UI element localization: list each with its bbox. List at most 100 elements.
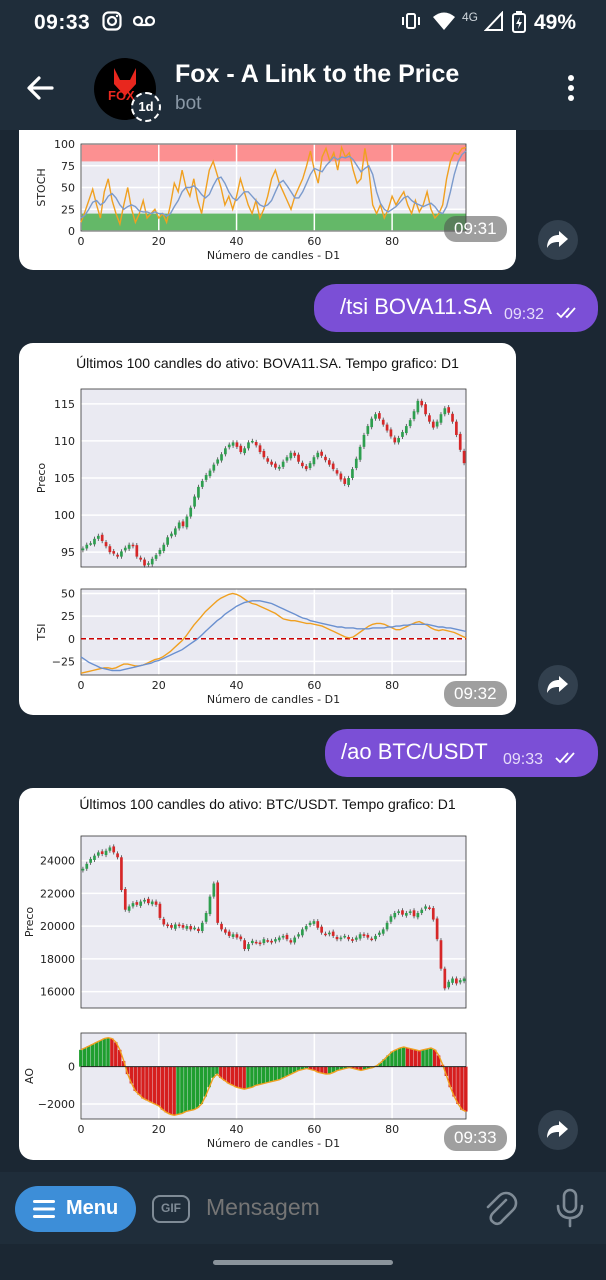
candle-body: [147, 563, 150, 565]
forward-button[interactable]: [538, 220, 578, 260]
candle-body: [451, 978, 454, 983]
microphone-button[interactable]: [553, 1188, 587, 1228]
candle-body: [416, 400, 420, 413]
chart-message-btc[interactable]: Últimos 100 candles do ativo: BTC/USDT. …: [19, 788, 516, 1160]
candle-body: [204, 475, 208, 480]
message-input[interactable]: [206, 1194, 466, 1221]
y-axis-label: Preco: [35, 463, 48, 494]
x-tick-label: 20: [152, 235, 166, 248]
ao-bar: [312, 1066, 316, 1071]
candle-body: [85, 863, 89, 869]
ao-bar: [448, 1066, 452, 1088]
bot-menu-button[interactable]: Menu: [15, 1186, 136, 1232]
ao-bar: [386, 1055, 390, 1067]
forward-button[interactable]: [538, 665, 578, 705]
candle-body: [139, 557, 143, 560]
home-indicator[interactable]: [213, 1260, 393, 1265]
candle-body: [404, 912, 408, 916]
candle-body: [216, 459, 220, 464]
candle-body: [366, 426, 370, 434]
forward-button[interactable]: [538, 1110, 578, 1150]
attach-button[interactable]: [482, 1190, 518, 1228]
candle-body: [93, 855, 96, 860]
ao-bar: [452, 1066, 456, 1097]
candle-body: [154, 555, 158, 559]
ao-bar: [432, 1049, 437, 1067]
x-tick-label: 40: [230, 679, 244, 692]
ao-bar: [94, 1042, 99, 1067]
candle-body: [212, 464, 216, 471]
avatar[interactable]: FOX: [94, 58, 156, 120]
double-check-icon: [555, 752, 575, 764]
outgoing-message[interactable]: /ao BTC/USDT 09:33: [325, 729, 598, 777]
chat-title[interactable]: Fox - A Link to the Price: [175, 60, 460, 88]
candle-body: [127, 544, 131, 549]
candle-body: [139, 901, 143, 906]
ao-bar: [160, 1066, 165, 1110]
candle-body: [378, 413, 381, 419]
ao-bar: [114, 1042, 118, 1067]
candle-body: [389, 429, 393, 437]
candle-body: [354, 937, 358, 940]
wifi-icon: [432, 11, 456, 37]
candle-body: [331, 463, 335, 470]
ao-bar: [219, 1066, 223, 1078]
candle-body: [123, 547, 127, 551]
candle-body: [143, 899, 146, 902]
y-axis-label: AO: [23, 1068, 36, 1084]
ao-bar: [187, 1066, 192, 1111]
y-tick-label: −2000: [38, 1098, 75, 1111]
candle-body: [312, 921, 316, 924]
auto-delete-timer-badge[interactable]: 1d: [131, 92, 161, 122]
ao-bar: [331, 1066, 336, 1073]
x-tick-label: 0: [78, 1123, 85, 1136]
ao-bar: [242, 1066, 246, 1090]
ao-bar: [152, 1066, 157, 1105]
ao-bar: [413, 1049, 417, 1067]
message-text: /tsi BOVA11.SA: [340, 294, 493, 319]
ao-bar: [378, 1062, 382, 1067]
candle-body: [231, 442, 235, 446]
back-button[interactable]: [20, 68, 60, 108]
x-tick-label: 80: [385, 1123, 399, 1136]
y-tick-label: 0: [68, 633, 75, 646]
candle-body: [173, 528, 177, 535]
candle-body: [381, 419, 385, 425]
candle-body: [135, 902, 139, 905]
ao-bar: [320, 1066, 324, 1074]
more-options-button[interactable]: [556, 70, 586, 106]
candle-body: [274, 939, 277, 942]
x-axis-label: Número de candles - D1: [207, 249, 340, 262]
ao-bar: [180, 1066, 184, 1114]
paperclip-icon: [486, 1191, 518, 1226]
x-tick-label: 80: [385, 235, 399, 248]
ao-outline: [80, 1036, 467, 1117]
candle-body: [316, 452, 320, 458]
candle-body: [316, 921, 320, 928]
outgoing-message[interactable]: /tsi BOVA11.SA 09:32: [314, 284, 598, 332]
candle-body: [420, 400, 424, 406]
candle-body: [193, 927, 196, 930]
candle-body: [362, 934, 366, 936]
x-tick-label: 60: [307, 1123, 321, 1136]
candle-body: [270, 461, 273, 465]
candle-body: [351, 939, 354, 941]
candle-body: [93, 538, 96, 545]
message-text: /ao BTC/USDT: [341, 739, 488, 764]
ao-bar: [339, 1066, 344, 1070]
ao-bar: [164, 1066, 169, 1113]
candle-body: [239, 445, 243, 453]
gif-button[interactable]: GIF: [152, 1195, 190, 1223]
chart-message-stoch[interactable]: 0 25 50 75 100 0 20 40 60 80 STOCH Número de candle…: [19, 130, 516, 270]
ao-bar: [261, 1066, 266, 1084]
x-tick-label: 60: [307, 235, 321, 248]
candle-body: [274, 463, 277, 468]
candle-body: [154, 901, 158, 905]
candle-body: [297, 934, 300, 937]
ao-bar: [292, 1066, 297, 1073]
chart-message-bova[interactable]: Últimos 100 candles do ativo: BOVA11.SA.…: [19, 343, 516, 715]
candle-body: [239, 936, 243, 940]
candle-body: [200, 480, 204, 487]
ao-bar: [456, 1066, 460, 1105]
